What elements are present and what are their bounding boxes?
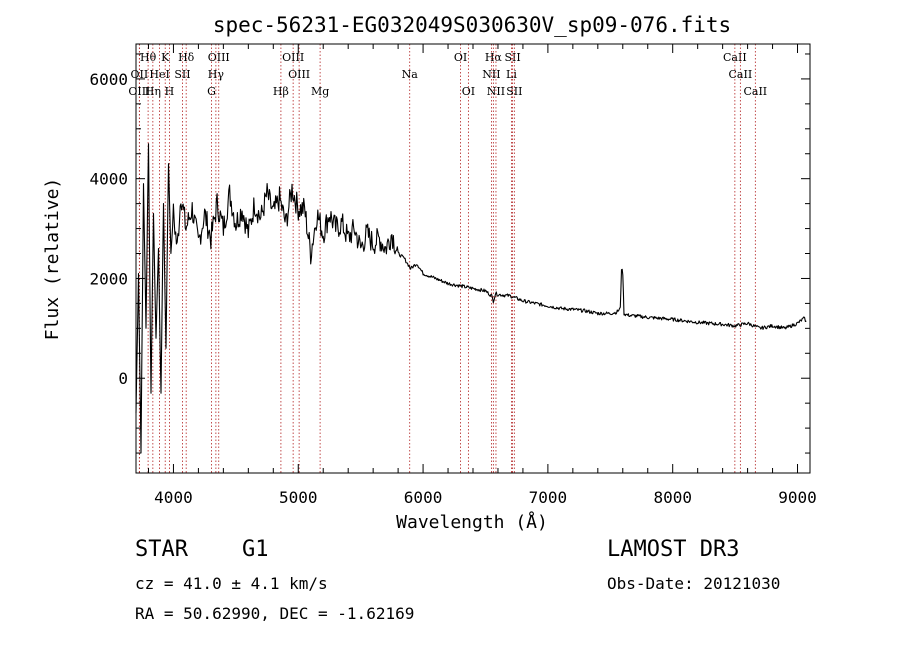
object-subclass: G1 bbox=[242, 537, 269, 562]
observation-date: Obs-Date: 20121030 bbox=[607, 574, 781, 593]
line-marker-label: OIII bbox=[288, 68, 310, 81]
y-tick-label: 4000 bbox=[89, 170, 128, 189]
velocity-readout: cz = 41.0 ± 4.1 km/s bbox=[135, 574, 328, 593]
y-tick-label: 0 bbox=[118, 369, 128, 388]
line-marker-label: NII bbox=[487, 85, 505, 98]
line-marker-label: OI bbox=[454, 51, 467, 64]
sky-coordinates: RA = 50.62990, DEC = -1.62169 bbox=[135, 604, 415, 623]
line-marker-label: OIII bbox=[128, 85, 150, 98]
line-marker-label: Li bbox=[506, 68, 517, 81]
y-tick-label: 6000 bbox=[89, 70, 128, 89]
x-tick-label: 5000 bbox=[279, 488, 318, 507]
line-marker-label: K bbox=[161, 51, 170, 64]
line-marker-label: CaII bbox=[723, 51, 747, 64]
line-marker-label: Hα bbox=[485, 51, 503, 64]
spectrum-line bbox=[135, 143, 807, 454]
line-marker-label: Mg bbox=[311, 85, 329, 98]
line-marker-label: OIII bbox=[208, 51, 230, 64]
line-marker-label: OI bbox=[462, 85, 475, 98]
line-marker-label: G bbox=[207, 85, 216, 98]
line-marker-label: Hγ bbox=[208, 68, 225, 81]
x-axis-ticks: 4000 5000 6000 7000 8000 9000 bbox=[147, 44, 817, 507]
x-tick-label: 7000 bbox=[529, 488, 568, 507]
line-marker-label: Hη bbox=[145, 85, 161, 98]
line-marker-label: Na bbox=[402, 68, 419, 81]
line-marker-label: HeI bbox=[149, 68, 169, 81]
x-axis-label: Wavelength (Å) bbox=[396, 511, 548, 533]
line-marker-label: Hθ bbox=[140, 51, 157, 64]
x-tick-label: 9000 bbox=[778, 488, 817, 507]
line-marker-label: CaII bbox=[729, 68, 753, 81]
line-marker-label: Hδ bbox=[178, 51, 195, 64]
plot-frame bbox=[135, 43, 811, 474]
chart-title: spec-56231-EG032049S030630V_sp09-076.fit… bbox=[213, 13, 731, 37]
line-marker-label: Hβ bbox=[273, 85, 289, 98]
x-tick-label: 6000 bbox=[404, 488, 443, 507]
line-marker-label: OII bbox=[131, 68, 149, 81]
line-marker-label: SII bbox=[174, 68, 190, 81]
y-tick-label: 2000 bbox=[89, 269, 128, 288]
line-marker-label: SII bbox=[506, 85, 522, 98]
line-marker-label: H bbox=[165, 85, 175, 98]
line-marker-label: CaII bbox=[743, 85, 767, 98]
x-tick-label: 4000 bbox=[154, 488, 193, 507]
survey-name: LAMOST DR3 bbox=[607, 537, 740, 562]
line-marker-label: SII bbox=[504, 51, 520, 64]
line-marker-label: OIII bbox=[282, 51, 304, 64]
x-tick-label: 8000 bbox=[653, 488, 692, 507]
object-class: STAR bbox=[135, 537, 188, 562]
line-marker-label: NII bbox=[482, 68, 500, 81]
y-axis-label: Flux (relative) bbox=[42, 178, 63, 341]
y-axis-ticks: 0 2000 4000 6000 bbox=[89, 53, 810, 454]
